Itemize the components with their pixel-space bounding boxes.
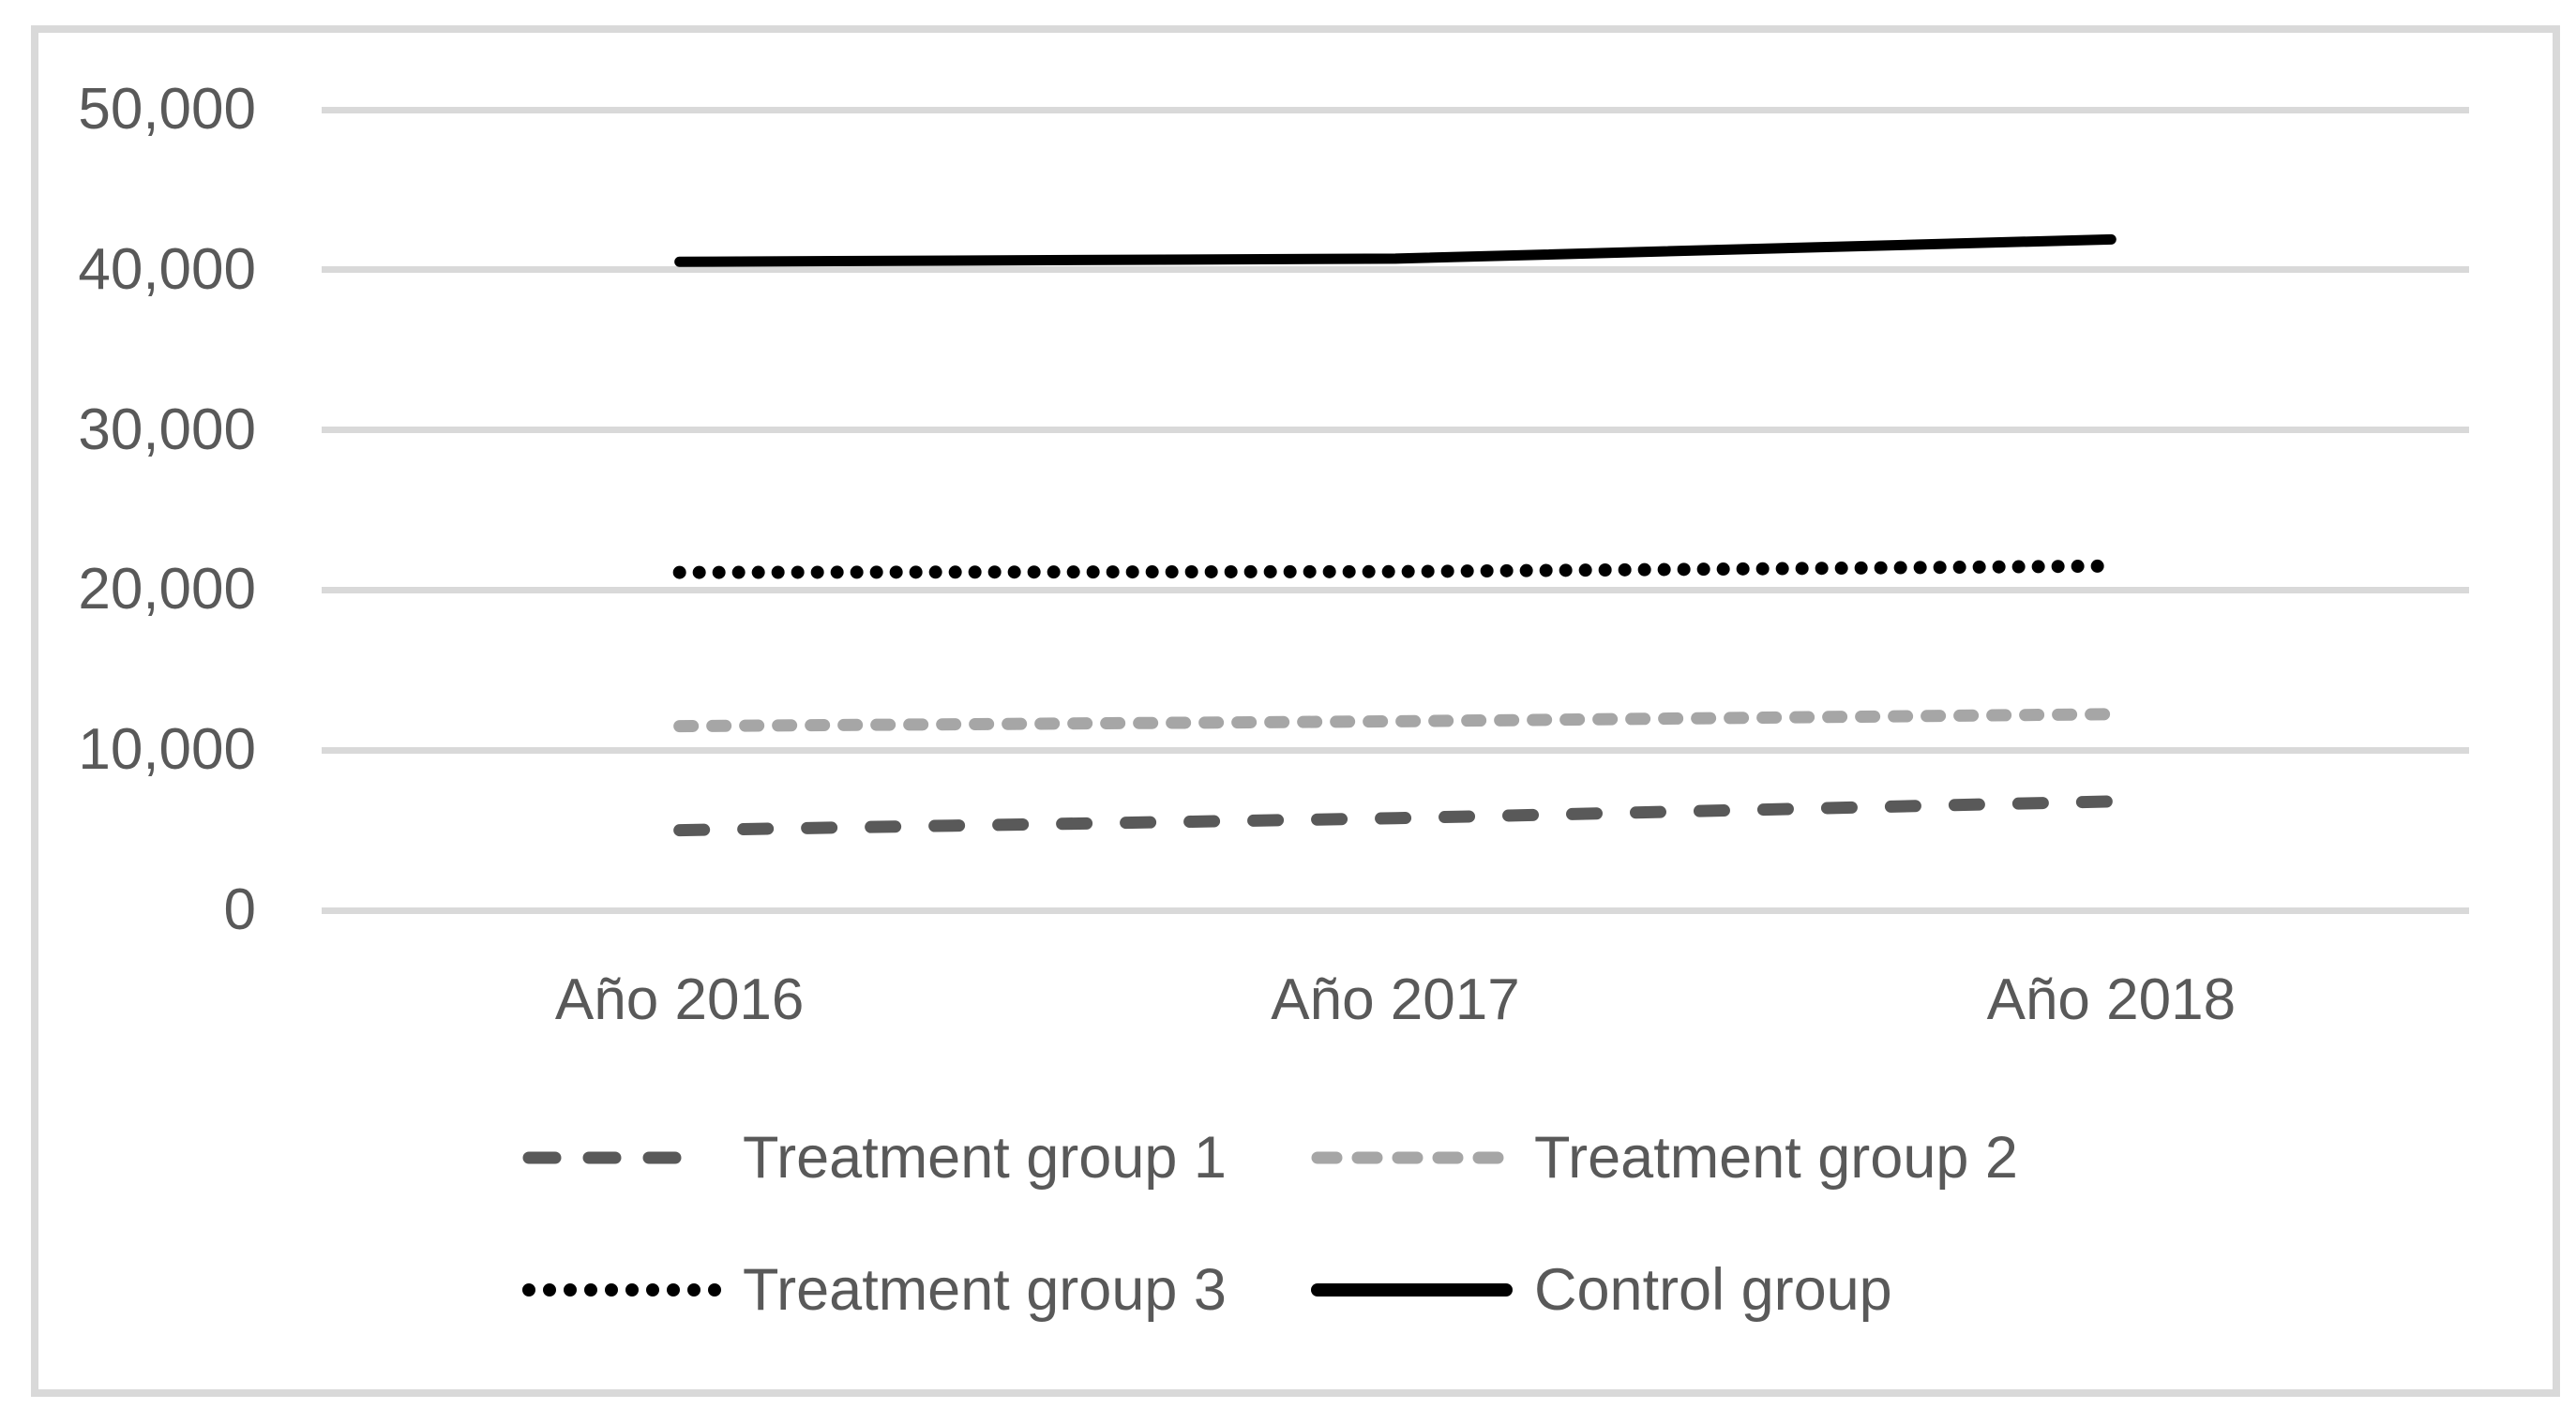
x-axis-tick-label: Año 2018 — [1986, 967, 2237, 1032]
gridline — [322, 586, 2469, 593]
series-line-control-group — [674, 233, 2117, 267]
y-axis-tick-label: 0 — [223, 877, 256, 942]
y-axis-tick-label: 30,000 — [78, 397, 256, 462]
x-axis-tick-label: Año 2016 — [554, 967, 805, 1032]
dashed-line-icon — [522, 1151, 697, 1164]
solid-line-icon — [1311, 1283, 1513, 1297]
dashed-short-line-icon — [1311, 1151, 1513, 1164]
series-line-treatment-group-1 — [673, 795, 2117, 837]
y-axis-tick-label: 10,000 — [78, 717, 256, 783]
y-axis-tick-label: 40,000 — [78, 236, 256, 302]
y-axis-tick-label: 50,000 — [78, 77, 256, 142]
y-axis-tick-label: 20,000 — [78, 557, 256, 622]
gridline — [322, 907, 2469, 914]
legend-label-treatment-group-3: Treatment group 3 — [743, 1257, 1227, 1323]
series-line-treatment-group-3 — [672, 559, 2118, 579]
gridline — [322, 106, 2469, 113]
legend-label-treatment-group-2: Treatment group 2 — [1534, 1125, 2018, 1191]
gridline — [322, 746, 2469, 754]
gridline — [322, 266, 2469, 274]
legend-label-control-group: Control group — [1534, 1257, 1892, 1323]
dotted-line-icon — [522, 1283, 731, 1297]
x-axis-tick-label: Año 2017 — [1271, 967, 1520, 1032]
gridline — [322, 427, 2469, 434]
legend-label-treatment-group-1: Treatment group 1 — [743, 1125, 1227, 1191]
series-line-treatment-group-2 — [673, 708, 2117, 733]
